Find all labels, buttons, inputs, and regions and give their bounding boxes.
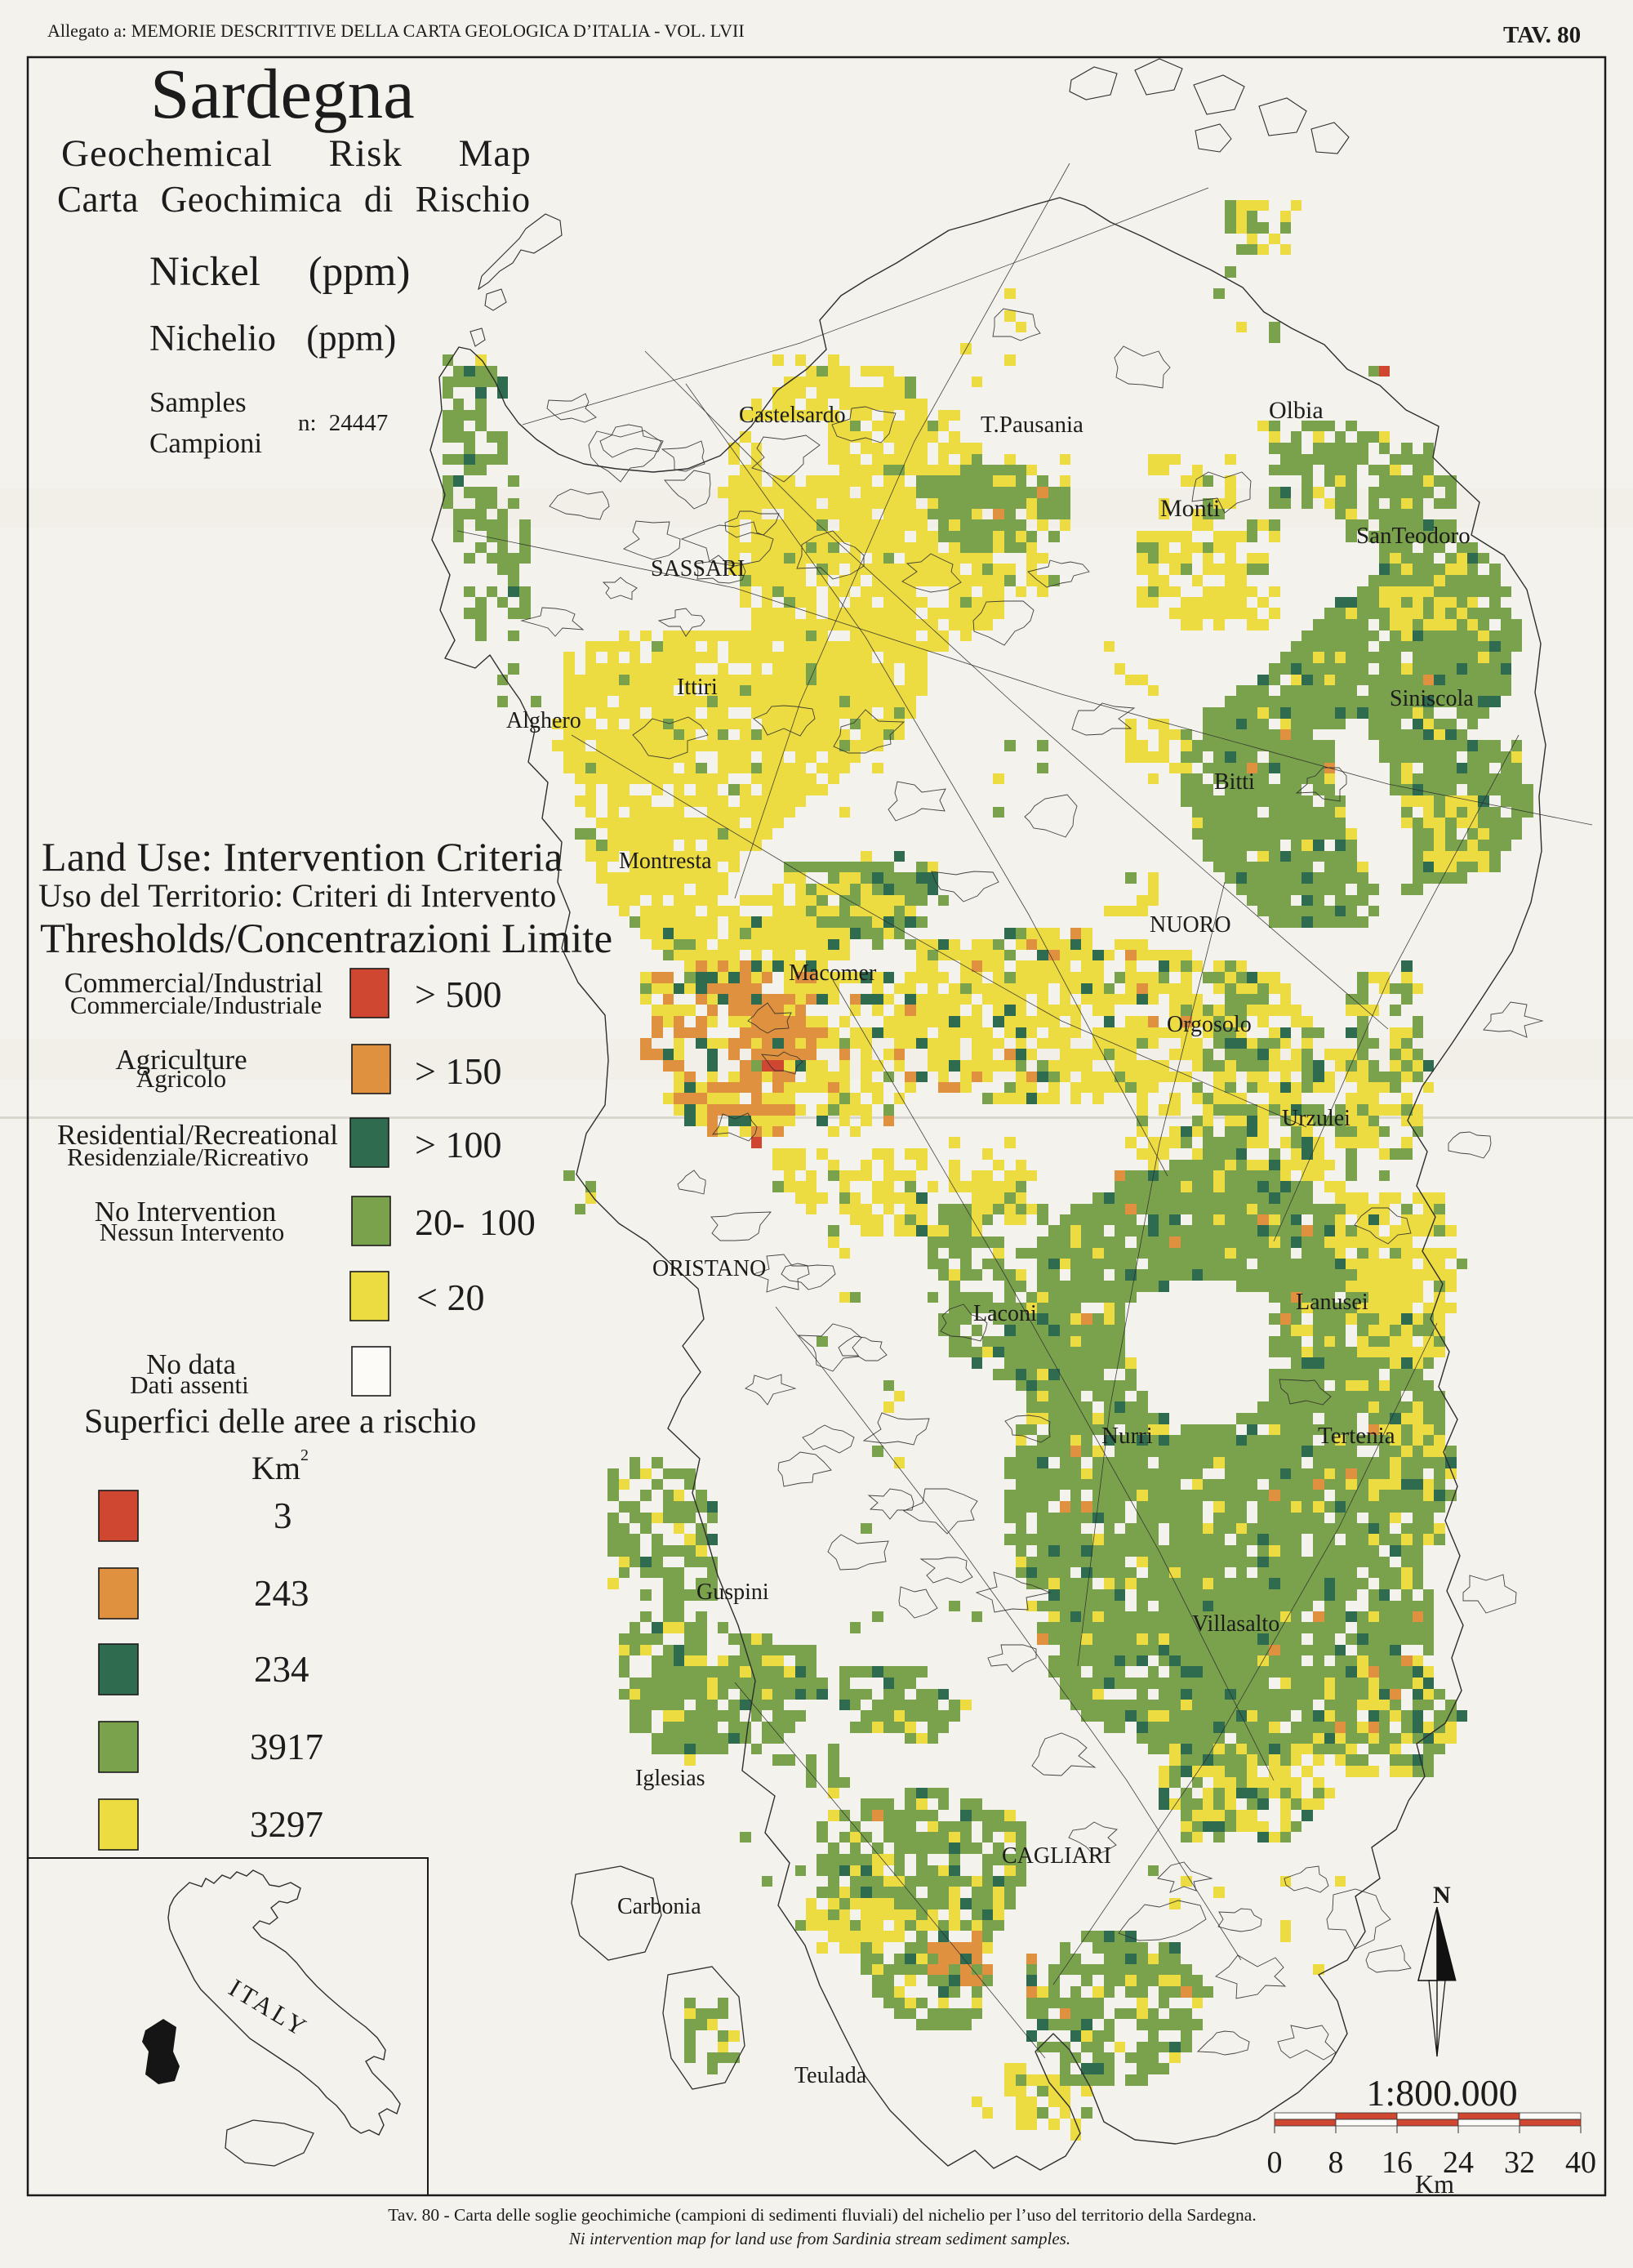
- svg-text:32: 32: [1504, 2145, 1535, 2180]
- svg-text:40: 40: [1565, 2145, 1596, 2180]
- svg-text:Tav. 80 - Carta delle soglie g: Tav. 80 - Carta delle soglie geochimiche…: [388, 2205, 1256, 2225]
- svg-text:SanTeodoro: SanTeodoro: [1356, 523, 1471, 549]
- svg-text:Land Use: Intervention Criteri: Land Use: Intervention Criteria: [42, 834, 563, 880]
- svg-text:Montresta: Montresta: [619, 849, 712, 874]
- svg-text:Agricolo: Agricolo: [136, 1064, 226, 1093]
- svg-text:Campioni: Campioni: [149, 427, 262, 459]
- svg-text:T.Pausania: T.Pausania: [981, 412, 1083, 438]
- svg-text:Dati assenti: Dati assenti: [130, 1370, 249, 1399]
- svg-text:Samples: Samples: [149, 386, 247, 418]
- svg-text:TAV. 80: TAV. 80: [1503, 22, 1581, 48]
- svg-text:Thresholds/Concentrazioni Limi: Thresholds/Concentrazioni Limite: [40, 916, 612, 962]
- svg-text:Carta Geochimica di Rischio: Carta Geochimica di Rischio: [57, 179, 531, 220]
- svg-text:Carbonia: Carbonia: [617, 1894, 701, 1919]
- svg-text:Alghero: Alghero: [506, 708, 581, 733]
- svg-text:3917: 3917: [250, 1727, 323, 1767]
- svg-text:Villasalto: Villasalto: [1192, 1611, 1279, 1637]
- svg-text:Monti: Monti: [1160, 495, 1220, 522]
- svg-text:Castelsardo: Castelsardo: [739, 403, 846, 428]
- svg-text:8: 8: [1328, 2145, 1344, 2180]
- svg-text:3: 3: [274, 1495, 292, 1536]
- svg-text:16: 16: [1382, 2145, 1413, 2180]
- svg-text:Lanusei: Lanusei: [1296, 1290, 1368, 1315]
- svg-text:Siniscola: Siniscola: [1390, 686, 1474, 711]
- svg-text:234: 234: [254, 1649, 309, 1690]
- svg-text:NUORO: NUORO: [1150, 912, 1231, 938]
- svg-text:Nurri: Nurri: [1101, 1423, 1153, 1449]
- svg-text:Olbia: Olbia: [1269, 397, 1324, 424]
- svg-text:Urzulei: Urzulei: [1282, 1106, 1350, 1131]
- svg-text:Nessun Intervento: Nessun Intervento: [100, 1218, 284, 1246]
- svg-text:20- 100: 20- 100: [415, 1201, 536, 1243]
- svg-text:Commercial/Industrial: Commercial/Industrial: [65, 967, 323, 999]
- svg-text:Nickel (ppm): Nickel (ppm): [149, 249, 410, 295]
- svg-text:N: N: [1433, 1882, 1451, 1909]
- svg-text:Iglesias: Iglesias: [635, 1766, 705, 1791]
- svg-text:CAGLIARI: CAGLIARI: [1002, 1843, 1111, 1869]
- svg-text:SASSARI: SASSARI: [651, 556, 745, 581]
- svg-text:Residential/Recreational: Residential/Recreational: [57, 1119, 338, 1151]
- svg-text:Tertenia: Tertenia: [1318, 1423, 1395, 1449]
- svg-text:No data: No data: [146, 1348, 236, 1380]
- svg-text:2: 2: [300, 1446, 309, 1464]
- svg-text:Superfici delle aree a rischio: Superfici delle aree a rischio: [84, 1403, 476, 1441]
- svg-text:Km: Km: [251, 1450, 300, 1486]
- svg-text:Bitti: Bitti: [1214, 769, 1255, 795]
- svg-text:> 500: > 500: [415, 974, 501, 1015]
- svg-text:< 20: < 20: [416, 1277, 484, 1318]
- svg-text:24: 24: [1443, 2145, 1474, 2180]
- svg-text:3297: 3297: [250, 1804, 323, 1845]
- svg-text:Ni intervention map for land u: Ni intervention map for land use from Sa…: [568, 2229, 1070, 2248]
- svg-text:Nichelio (ppm): Nichelio (ppm): [149, 318, 396, 359]
- svg-text:Allegato a: MEMORIE DESCRITTIV: Allegato a: MEMORIE DESCRITTIVE DELLA CA…: [47, 20, 745, 41]
- svg-text:Ittiri: Ittiri: [677, 675, 718, 700]
- svg-text:Laconi: Laconi: [973, 1301, 1037, 1326]
- svg-text:n: 24447: n: 24447: [298, 410, 388, 436]
- svg-text:> 100: > 100: [415, 1124, 501, 1165]
- svg-text:Macomer: Macomer: [789, 960, 877, 986]
- svg-text:243: 243: [254, 1573, 309, 1614]
- svg-text:Agriculture: Agriculture: [115, 1044, 247, 1076]
- svg-text:Orgosolo: Orgosolo: [1167, 1012, 1252, 1037]
- svg-text:Geochemical Risk Map: Geochemical Risk Map: [61, 132, 532, 175]
- svg-text:Teulada: Teulada: [794, 2063, 867, 2088]
- svg-text:Sardegna: Sardegna: [150, 54, 415, 133]
- svg-text:Uso del Territorio: Criteri di: Uso del Territorio: Criteri di Intervent…: [38, 877, 557, 914]
- svg-text:> 150: > 150: [415, 1050, 501, 1092]
- svg-text:Guspini: Guspini: [696, 1580, 769, 1605]
- svg-text:1:800.000: 1:800.000: [1366, 2072, 1517, 2114]
- svg-text:Commerciale/Industriale: Commerciale/Industriale: [70, 991, 322, 1019]
- svg-text:Residenziale/Ricreativo: Residenziale/Ricreativo: [67, 1143, 309, 1171]
- svg-text:ORISTANO: ORISTANO: [652, 1256, 766, 1281]
- svg-text:0: 0: [1267, 2145, 1283, 2180]
- svg-text:No Intervention: No Intervention: [95, 1196, 277, 1228]
- svg-text:Km: Km: [1415, 2169, 1454, 2199]
